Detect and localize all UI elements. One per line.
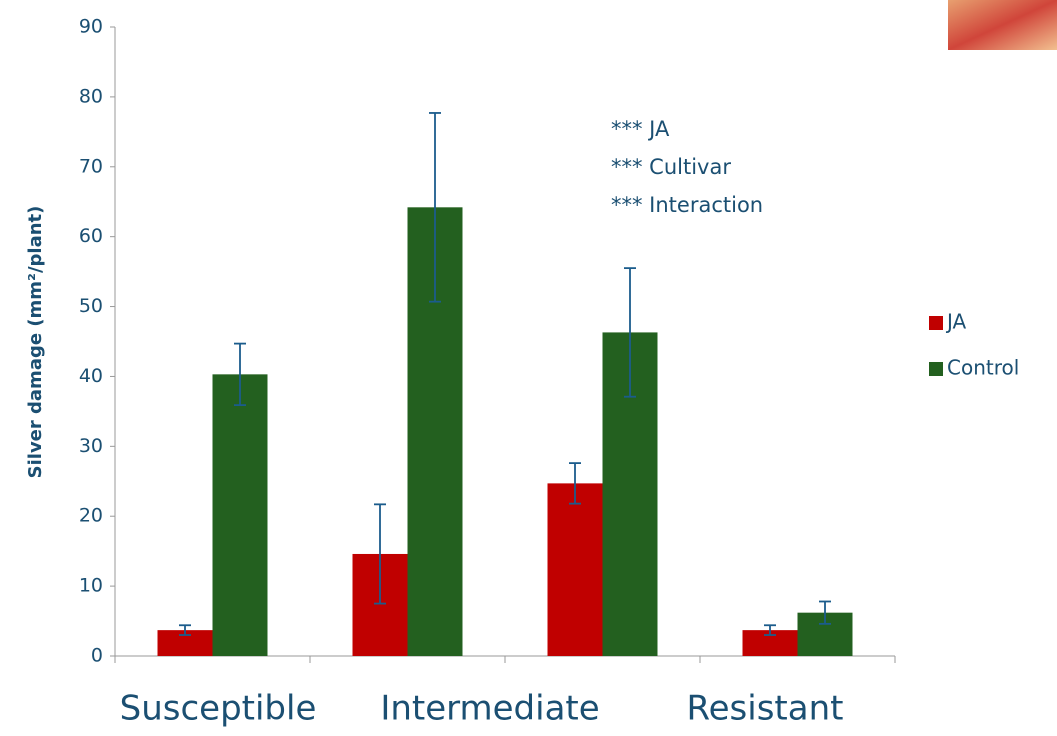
error-bar [374,503,386,605]
error-bar [819,600,831,625]
error-bar [429,112,441,303]
error-bar [624,267,636,398]
y-tick-label: 90 [79,16,103,38]
error-bar [179,624,191,636]
legend-swatch [929,316,943,330]
legend-label: JA [945,310,967,334]
y-axis-label: Silver damage (mm²/plant) [25,206,46,479]
annotation: *** Cultivar [611,155,731,179]
legend-label: Control [947,356,1019,380]
x-tick-label: Susceptible [120,689,317,729]
y-tick-label: 30 [79,435,103,457]
y-tick-label: 40 [79,365,103,387]
y-tick-label: 10 [79,575,103,597]
annotation: *** JA [611,117,670,141]
bar [547,483,603,656]
legend-swatch [929,362,943,376]
decor-image [948,0,1057,50]
bar [212,374,268,656]
y-tick-label: 20 [79,505,103,527]
annotation: *** Interaction [611,193,763,217]
y-tick-label: 50 [79,295,103,317]
y-tick-label: 70 [79,155,103,177]
x-tick-label: Intermediate [380,689,599,729]
error-bar [234,342,246,406]
x-tick-label: Resistant [687,689,844,729]
error-bar [764,624,776,636]
y-tick-label: 0 [91,645,103,667]
error-bar [569,462,581,505]
y-tick-label: 80 [79,85,103,107]
y-tick-label: 60 [79,225,103,247]
